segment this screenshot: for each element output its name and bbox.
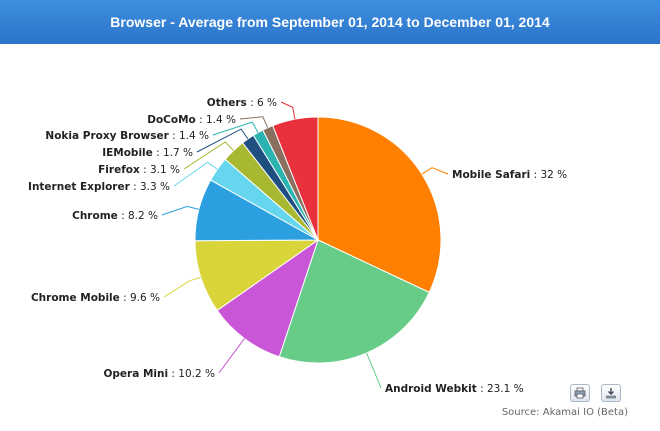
slice-label-name: Android Webkit: [385, 383, 477, 395]
connector-line: [163, 276, 201, 298]
download-icon: [606, 388, 616, 399]
slice-label-name: Others: [207, 97, 247, 109]
slice-label: Chrome Mobile : 9.6 %: [31, 292, 160, 304]
slice-label-name: Opera Mini: [103, 368, 168, 380]
slice-label-value: : 1.4 %: [169, 130, 209, 142]
slice-label-name: Firefox: [98, 164, 140, 176]
slice-label-value: : 6 %: [247, 97, 277, 109]
connector-line: [212, 121, 259, 136]
slice-label-value: : 1.7 %: [153, 147, 193, 159]
slice-label-value: : 23.1 %: [477, 383, 524, 395]
slice-label-name: Nokia Proxy Browser: [45, 130, 169, 142]
pie-slice-opera-mini[interactable]: [216, 238, 319, 358]
slice-label-value: : 3.1 %: [140, 164, 180, 176]
slice-label-value: : 32 %: [530, 169, 567, 181]
slice-label: Others : 6 %: [207, 97, 277, 109]
slice-label: Opera Mini : 10.2 %: [103, 368, 215, 380]
slice-label: Internet Explorer : 3.3 %: [28, 181, 170, 193]
slice-label: Mobile Safari : 32 %: [452, 169, 567, 181]
slice-label: IEMobile : 1.7 %: [102, 147, 193, 159]
slice-label-name: Chrome Mobile: [31, 292, 120, 304]
chart-title: Browser - Average from September 01, 201…: [110, 14, 550, 30]
slice-label-name: Mobile Safari: [452, 169, 530, 181]
chart-source: Source: Akamai IO (Beta): [501, 407, 628, 418]
connector-line: [280, 101, 296, 120]
connector-line: [239, 116, 269, 128]
print-button[interactable]: [570, 384, 590, 402]
slice-label: Firefox : 3.1 %: [98, 164, 180, 176]
slice-label-value: : 9.6 %: [120, 292, 160, 304]
download-button[interactable]: [601, 384, 621, 402]
slice-label-name: DoCoMo: [147, 114, 196, 126]
connector-line: [366, 352, 382, 389]
slice-label-value: : 3.3 %: [130, 181, 170, 193]
slice-label-name: Internet Explorer: [28, 181, 131, 193]
connector-line: [218, 338, 245, 374]
slice-label-value: : 1.4 %: [196, 114, 236, 126]
slice-label: Android Webkit : 23.1 %: [385, 383, 524, 395]
slice-label-value: : 8.2 %: [118, 210, 158, 222]
connector-line: [196, 128, 249, 153]
slice-label-name: Chrome: [72, 210, 118, 222]
pie-chart: Mobile Safari : 32 % Android Webkit : 23.…: [28, 97, 567, 395]
connector-line: [161, 205, 200, 216]
pie-slice-chrome-mobile[interactable]: [194, 239, 320, 312]
slice-label: Chrome : 8.2 %: [72, 210, 158, 222]
printer-icon: [574, 387, 586, 399]
connector-line: [421, 167, 449, 175]
slice-label-value: : 10.2 %: [168, 368, 215, 380]
chart-header: Browser - Average from September 01, 201…: [0, 0, 660, 44]
slice-label: DoCoMo : 1.4 %: [147, 114, 236, 126]
pie-slice-mobile-safari[interactable]: [317, 116, 442, 294]
connector-line: [173, 161, 218, 187]
slice-label-name: IEMobile: [102, 147, 153, 159]
connector-line: [183, 141, 234, 170]
slice-label: Nokia Proxy Browser : 1.4 %: [45, 130, 209, 142]
